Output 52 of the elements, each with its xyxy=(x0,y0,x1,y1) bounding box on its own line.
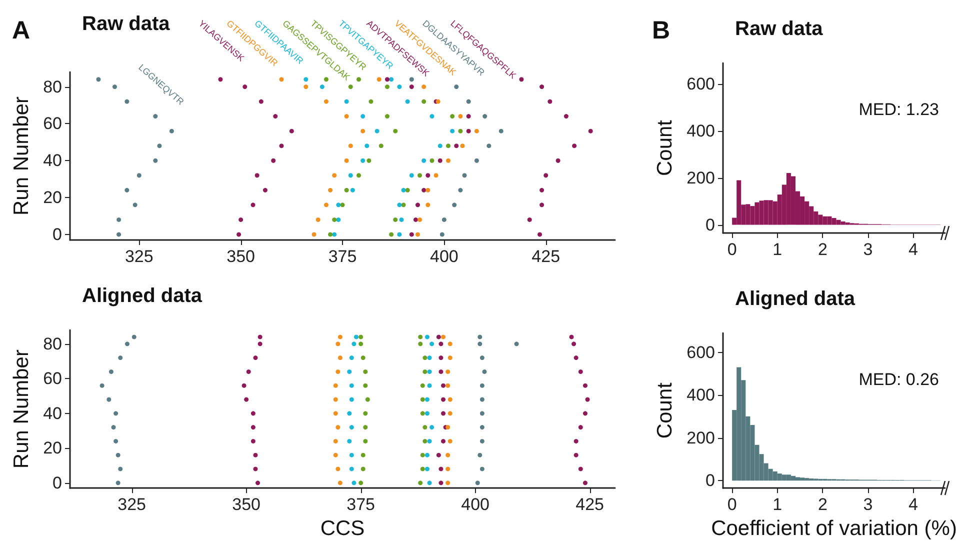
text: B xyxy=(652,16,670,44)
annotation: MED: 1.23 xyxy=(858,100,939,119)
y-tick-label: 80 xyxy=(43,77,62,96)
x-tick-label: 425 xyxy=(576,495,604,514)
x-tick-label: 325 xyxy=(124,247,154,266)
y-tick-label: 400 xyxy=(686,122,715,140)
y-tick-label: 0 xyxy=(52,224,62,244)
chart-title: Aligned data xyxy=(82,285,203,307)
x-tick-label: 1 xyxy=(772,240,782,259)
annotation: MED: 0.26 xyxy=(858,370,939,389)
y-tick-label: 20 xyxy=(43,438,62,458)
y-tick-label: 200 xyxy=(686,168,715,188)
y-tick-label: 0 xyxy=(706,471,715,490)
y-tick-label: 40 xyxy=(43,404,62,423)
x-tick-label: 2 xyxy=(818,240,828,259)
chart-title: Raw data xyxy=(735,18,824,40)
y-tick-label: 200 xyxy=(686,428,715,448)
x-tick-label: 425 xyxy=(532,247,560,266)
x-tick-label: 4 xyxy=(908,240,918,259)
y-tick-label: 20 xyxy=(43,188,62,208)
x-tick-label: 350 xyxy=(232,495,261,514)
x-tick-label: 4 xyxy=(908,495,918,514)
y-axis-title: Run Number xyxy=(10,350,34,469)
x-tick-label: 375 xyxy=(346,495,376,514)
x-tick-label: 350 xyxy=(226,247,256,266)
x-tick-label: 400 xyxy=(430,247,458,266)
x-axis-title: Coefficient of variation (%) xyxy=(711,517,957,540)
chart-title: Raw data xyxy=(82,13,171,35)
y-tick-label: 0 xyxy=(706,215,715,234)
x-tick-label: 400 xyxy=(461,495,490,514)
y-tick-label: 600 xyxy=(686,342,715,362)
y-axis-title: Count xyxy=(654,120,677,176)
x-axis-title: CCS xyxy=(320,517,365,540)
y-axis-title: Count xyxy=(654,382,677,439)
y-tick-label: 600 xyxy=(686,74,715,94)
y-tick-label: 80 xyxy=(43,334,62,354)
y-tick-label: 0 xyxy=(52,473,62,492)
y-axis-title: Run Number xyxy=(10,96,34,216)
x-tick-label: 0 xyxy=(727,495,737,514)
x-tick-label: 325 xyxy=(118,495,146,514)
y-tick-label: 60 xyxy=(43,114,62,134)
x-tick-label: 3 xyxy=(863,240,873,259)
text: A xyxy=(12,16,30,44)
x-tick-label: 375 xyxy=(328,247,357,266)
y-tick-label: 400 xyxy=(686,386,715,405)
y-tick-label: 60 xyxy=(43,369,62,388)
x-tick-label: 3 xyxy=(863,495,873,514)
x-tick-label: 2 xyxy=(818,495,828,514)
chart-title: Aligned data xyxy=(735,288,856,310)
x-tick-label: 1 xyxy=(772,495,782,514)
x-tick-label: 0 xyxy=(727,240,737,259)
y-tick-label: 40 xyxy=(43,151,62,170)
